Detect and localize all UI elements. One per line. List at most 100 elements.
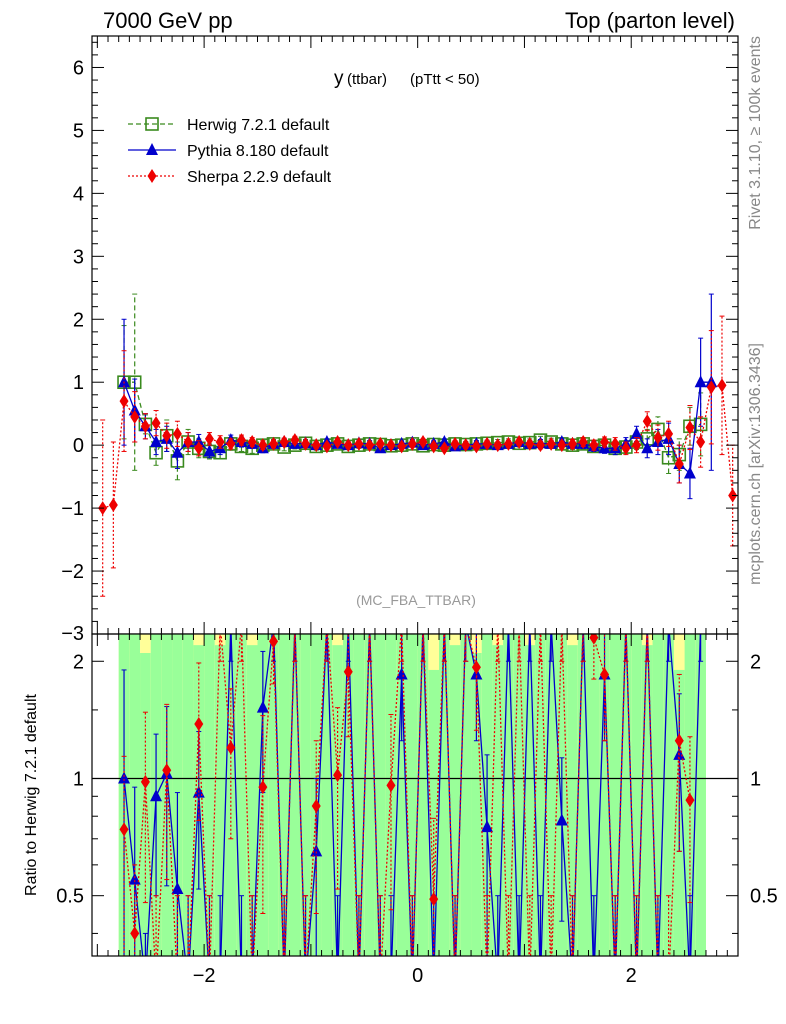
plot-title-subscript: (ttbar) — [347, 71, 387, 88]
rivet-version-label: Rivet 3.1.10, ≥ 100k events — [747, 36, 764, 230]
main-data-point — [630, 426, 643, 439]
green-band — [417, 634, 429, 956]
main-data-point — [471, 439, 481, 454]
green-band — [695, 634, 706, 956]
y-tick-label-right: 1 — [750, 768, 761, 790]
main-series-2 — [98, 315, 738, 597]
main-data-point — [171, 445, 184, 458]
y-tick-label: 0 — [73, 435, 84, 457]
main-data-point — [322, 439, 332, 454]
main-data-point — [439, 441, 449, 456]
main-data-point — [108, 497, 118, 512]
main-data-point — [258, 438, 268, 453]
main-data-point — [589, 438, 599, 453]
main-data-point — [674, 457, 684, 472]
y-tick-label: 5 — [73, 120, 84, 142]
green-band — [492, 645, 504, 956]
green-band — [524, 645, 536, 956]
y-tick-label-right: 2 — [750, 651, 761, 673]
main-data-point — [525, 436, 535, 451]
green-band — [609, 634, 621, 956]
main-data-point — [535, 438, 545, 453]
main-data-point — [450, 436, 460, 451]
green-band — [374, 634, 386, 956]
main-data-point — [683, 466, 696, 479]
main-data-point — [503, 436, 513, 451]
main-data-point — [641, 441, 654, 454]
main-data-point — [664, 426, 674, 441]
green-band — [439, 634, 450, 956]
main-data-point — [438, 435, 451, 448]
main-data-point — [215, 435, 225, 450]
main-data-point — [150, 435, 163, 448]
ratio-data-point — [481, 820, 494, 833]
green-band — [513, 634, 525, 956]
legend-marker-1 — [146, 143, 158, 155]
main-data-point — [118, 375, 131, 388]
ratio-series-1 — [119, 634, 695, 956]
ratio-data-point — [119, 822, 129, 837]
ratio-data-point — [333, 768, 343, 783]
ratio-data-point — [140, 774, 150, 789]
ratio-data-point — [150, 789, 163, 802]
legend-label-1: Pythia 8.180 default — [187, 143, 329, 160]
y-tick-label: 2 — [73, 651, 84, 673]
main-data-point — [333, 435, 343, 450]
ratio-data-point — [311, 798, 321, 813]
ratio-data-point — [685, 793, 695, 808]
green-band — [588, 634, 600, 956]
main-data-point — [578, 435, 588, 450]
green-band — [449, 645, 461, 956]
main-data-point — [653, 430, 663, 445]
main-data-point — [279, 435, 289, 450]
plot-title-y: y — [334, 68, 344, 89]
legend-marker-2 — [147, 169, 157, 183]
green-band — [236, 634, 247, 956]
x-tick-label: 0 — [412, 965, 423, 987]
main-data-point — [397, 439, 407, 454]
main-data-point — [493, 438, 503, 453]
header-right-label: Top (parton level) — [565, 8, 735, 33]
main-data-point — [642, 414, 652, 429]
ratio-data-point — [343, 664, 353, 679]
ratio-series-line-1 — [123, 634, 691, 956]
ratio-data-point — [395, 667, 408, 680]
main-data-point — [694, 375, 707, 388]
ratio-data-point — [130, 926, 140, 941]
ratio-data-point — [471, 660, 481, 675]
ratio-data-point — [258, 780, 268, 795]
ratio-data-point — [310, 844, 323, 857]
green-band — [652, 634, 664, 956]
main-data-point — [204, 431, 214, 446]
ratio-data-point — [256, 700, 269, 713]
green-band — [182, 634, 194, 956]
ratio-data-point — [128, 872, 141, 885]
green-band — [268, 634, 279, 956]
green-band — [353, 634, 365, 956]
main-data-point — [429, 439, 439, 454]
main-data-point — [130, 409, 140, 424]
green-band — [663, 634, 674, 956]
main-data-point — [696, 435, 706, 450]
main-data-point — [717, 378, 727, 393]
plot-title-cut: (pTtt < 50) — [410, 71, 480, 88]
ratio-data-point — [600, 667, 610, 682]
green-band — [545, 634, 557, 956]
main-data-point — [632, 438, 642, 453]
green-band — [599, 634, 610, 956]
main-data-point — [600, 435, 610, 450]
green-band — [460, 634, 472, 956]
green-band — [471, 653, 482, 956]
main-data-point — [247, 435, 257, 450]
x-tick-label: 2 — [626, 965, 637, 987]
main-data-point — [119, 394, 129, 409]
green-band — [641, 645, 653, 956]
main-data-point — [482, 436, 492, 451]
green-band — [503, 634, 514, 956]
green-band — [214, 645, 226, 956]
green-band — [278, 634, 290, 956]
main-data-point — [706, 380, 716, 395]
y-tick-label: 2 — [73, 309, 84, 331]
main-data-point — [386, 438, 396, 453]
